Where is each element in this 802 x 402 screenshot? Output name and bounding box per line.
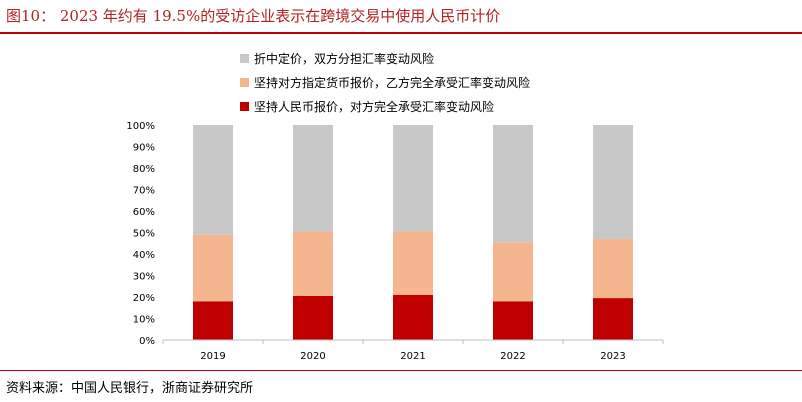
legend-label-1: 坚持对方指定货币报价，乙方完全承受汇率变动风险 bbox=[254, 75, 530, 90]
x-tick-label: 2021 bbox=[400, 351, 425, 362]
y-tick-label: 80% bbox=[133, 164, 155, 175]
source-rule bbox=[0, 370, 802, 371]
x-tick-label: 2023 bbox=[600, 351, 625, 362]
y-tick-label: 10% bbox=[133, 315, 155, 326]
bar-2020-series-1 bbox=[293, 231, 333, 296]
bar-2023-series-2 bbox=[593, 125, 633, 239]
legend-swatch-1 bbox=[240, 78, 249, 87]
bar-2022-series-0 bbox=[493, 301, 533, 340]
bar-2021-series-1 bbox=[393, 231, 433, 295]
bar-2019-series-1 bbox=[193, 234, 233, 302]
bar-2023-series-1 bbox=[593, 238, 633, 299]
legend-label-2: 折中定价，双方分担汇率变动风险 bbox=[254, 51, 434, 66]
bar-2020-series-2 bbox=[293, 125, 333, 232]
bar-2021-series-0 bbox=[393, 294, 433, 340]
y-tick-label: 30% bbox=[133, 272, 155, 283]
x-tick-label: 2022 bbox=[500, 351, 525, 362]
y-tick-label: 70% bbox=[133, 186, 155, 197]
bars bbox=[193, 125, 633, 340]
chart-legend: 折中定价，双方分担汇率变动风险坚持对方指定货币报价，乙方完全承受汇率变动风险坚持… bbox=[240, 51, 530, 114]
bar-2021-series-2 bbox=[393, 125, 433, 232]
source-note: 资料来源：中国人民银行，浙商证券研究所 bbox=[6, 381, 254, 396]
bar-2023-series-0 bbox=[593, 298, 633, 340]
y-tick-label: 20% bbox=[133, 293, 155, 304]
x-tick-label: 2019 bbox=[200, 351, 225, 362]
legend-swatch-2 bbox=[240, 54, 249, 63]
y-tick-label: 40% bbox=[133, 250, 155, 261]
title-rule bbox=[0, 32, 802, 34]
bar-2020-series-0 bbox=[293, 295, 333, 340]
bar-2022-series-2 bbox=[493, 125, 533, 243]
y-axis: 0% 10% 20% 30% 40% 50% 60% 70% 80% 90% 100% bbox=[126, 121, 155, 347]
y-tick-label: 100% bbox=[126, 121, 155, 132]
y-tick-label: 0% bbox=[139, 336, 155, 347]
y-tick-label: 60% bbox=[133, 207, 155, 218]
y-tick-label: 90% bbox=[133, 143, 155, 154]
legend-label-0: 坚持人民币报价，对方完全承受汇率变动风险 bbox=[254, 99, 494, 114]
figure-title: 图10： 2023 年约有 19.5%的受访企业表示在跨境交易中使用人民币计价 bbox=[6, 7, 501, 25]
x-tick-label: 2020 bbox=[300, 351, 325, 362]
x-axis: 2019 2020 2021 2022 2023 bbox=[162, 339, 664, 362]
stacked-bar-chart: 折中定价，双方分担汇率变动风险坚持对方指定货币报价，乙方完全承受汇率变动风险坚持… bbox=[126, 51, 664, 362]
y-tick-label: 50% bbox=[133, 229, 155, 240]
bar-2022-series-1 bbox=[493, 242, 533, 302]
legend-swatch-0 bbox=[240, 102, 249, 111]
bar-2019-series-0 bbox=[193, 301, 233, 340]
bar-2019-series-2 bbox=[193, 125, 233, 235]
